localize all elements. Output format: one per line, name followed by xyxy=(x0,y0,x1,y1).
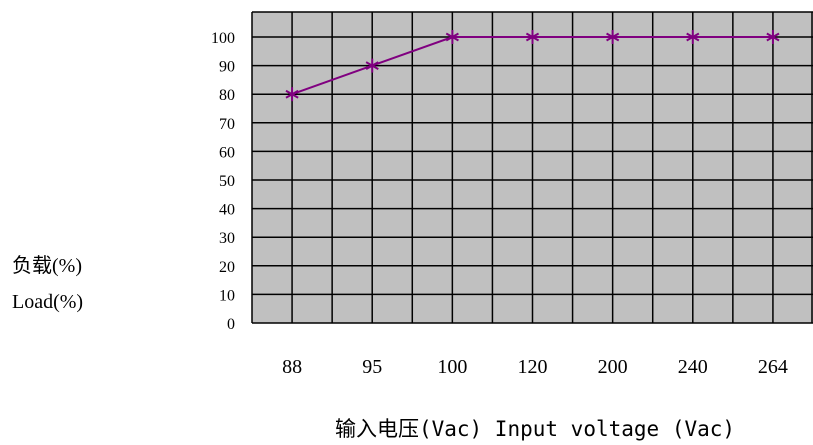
data-point-marker xyxy=(686,30,700,44)
y-tick-label: 90 xyxy=(219,59,235,76)
x-tick-label: 95 xyxy=(362,356,382,378)
x-tick-label: 120 xyxy=(518,356,548,378)
y-tick-label: 20 xyxy=(219,259,235,276)
data-point-marker xyxy=(766,30,780,44)
y-tick-label: 80 xyxy=(219,87,235,104)
x-tick-label: 240 xyxy=(678,356,708,378)
data-point-marker xyxy=(445,30,459,44)
y-tick-label: 40 xyxy=(219,202,235,219)
y-tick-label: 0 xyxy=(227,316,235,333)
data-point-marker xyxy=(525,30,540,44)
y-axis-label-cn: 负载(%) xyxy=(12,254,82,277)
y-tick-label: 60 xyxy=(219,144,235,161)
x-tick-label: 88 xyxy=(282,356,302,378)
x-tick-label: 264 xyxy=(758,356,788,378)
data-point-marker xyxy=(285,87,299,102)
data-point-marker xyxy=(606,30,620,44)
y-tick-label: 30 xyxy=(219,230,235,247)
y-tick-label: 70 xyxy=(219,116,235,133)
x-tick-label: 100 xyxy=(437,356,467,378)
y-axis-label-en: Load(%) xyxy=(12,291,83,313)
y-tick-label: 10 xyxy=(219,287,235,304)
y-tick-label: 100 xyxy=(211,30,235,47)
y-tick-label: 50 xyxy=(219,173,235,190)
x-axis-label: 输入电压(Vac) Input voltage (Vac) xyxy=(335,417,735,441)
data-point-marker xyxy=(365,58,379,73)
x-tick-label: 200 xyxy=(598,356,628,378)
